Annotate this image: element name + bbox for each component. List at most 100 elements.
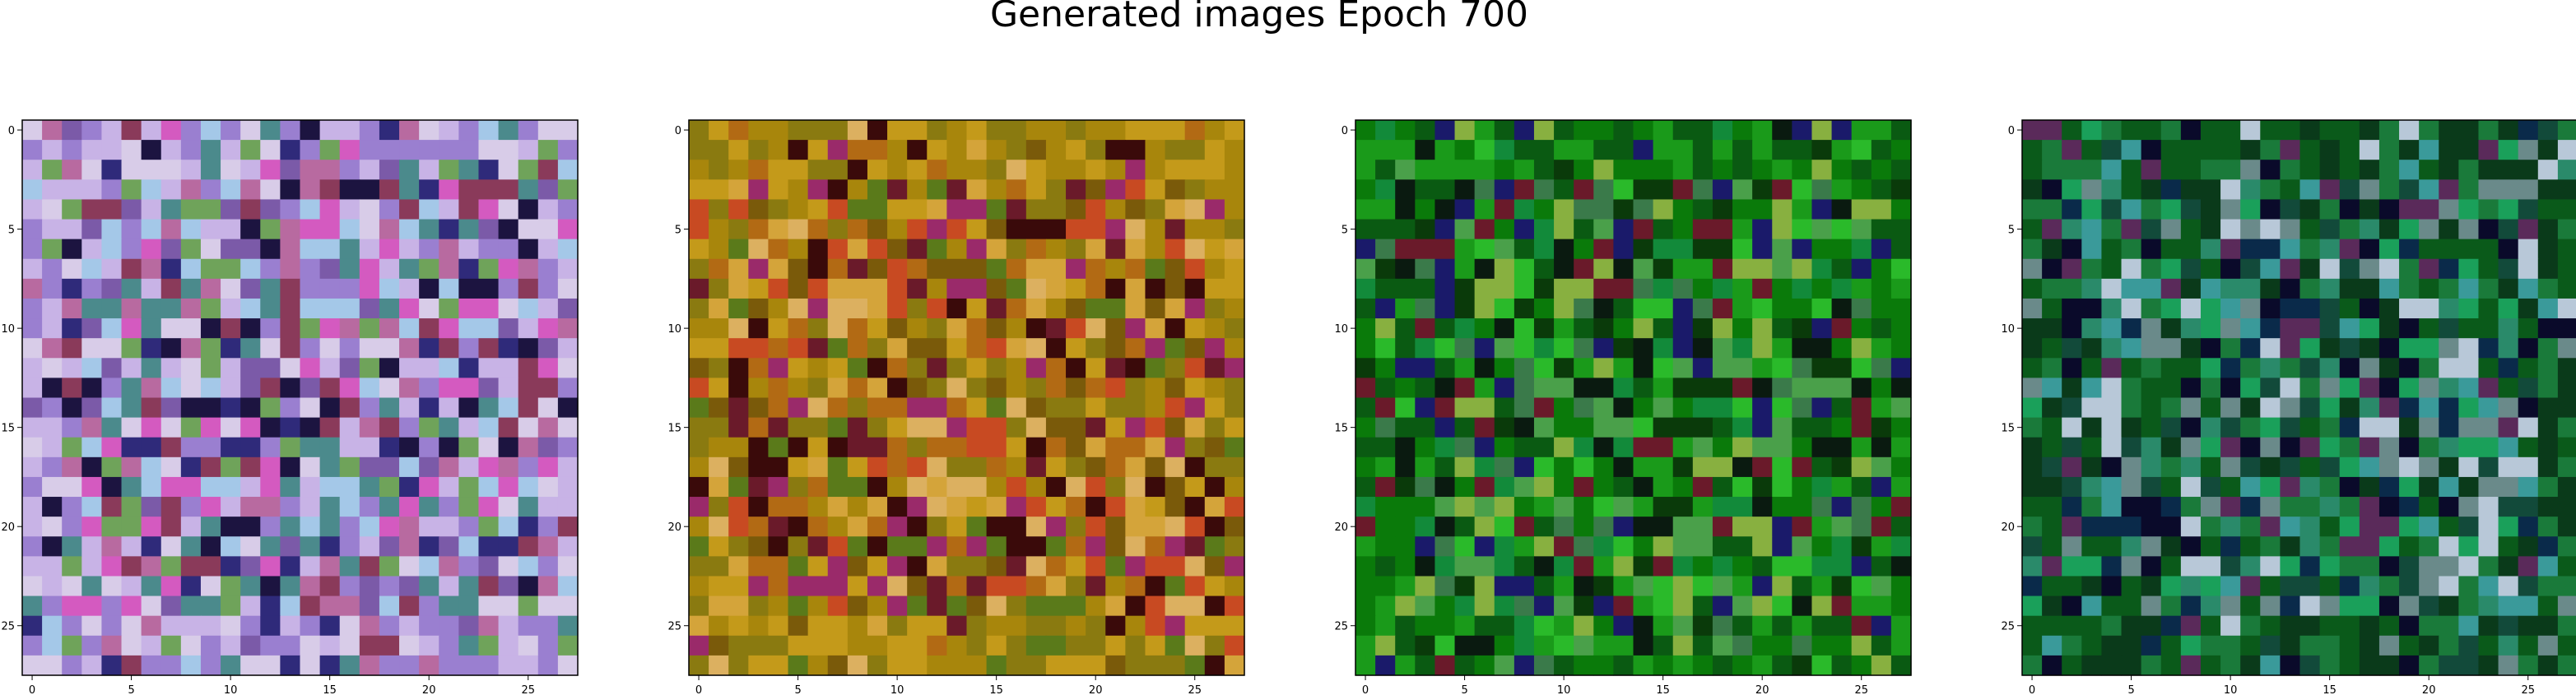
pixel-cell <box>966 556 988 577</box>
pixel-cell <box>180 476 202 498</box>
pixel-cell <box>1752 358 1773 378</box>
pixel-cell <box>2419 497 2439 517</box>
pixel-cell <box>1474 456 1495 478</box>
pixel-cell <box>807 517 829 537</box>
pixel-cell <box>2518 140 2539 160</box>
pixel-cell <box>141 160 162 180</box>
pixel-cell <box>260 417 281 438</box>
pixel-cell <box>2319 556 2341 577</box>
pixel-cell <box>2439 160 2459 180</box>
pixel-cell <box>62 595 82 617</box>
pixel-cell <box>847 278 868 299</box>
pixel-cell <box>1554 476 1574 498</box>
pixel-cell <box>2419 476 2439 498</box>
pixel-cell <box>2141 140 2162 160</box>
pixel-cell <box>339 278 360 299</box>
pixel-cell <box>1006 456 1027 478</box>
pixel-cell <box>1613 358 1634 378</box>
pixel-cell <box>2537 655 2559 676</box>
pixel-cell <box>557 476 579 498</box>
pixel-cell <box>1454 556 1476 577</box>
pixel-cell <box>458 378 480 399</box>
pixel-cell <box>1890 517 1912 537</box>
pixel-cell <box>557 199 579 220</box>
pixel-cell <box>1165 378 1186 399</box>
pixel-cell <box>439 635 459 656</box>
pixel-cell <box>2378 378 2400 399</box>
pixel-cell <box>2042 517 2062 537</box>
pixel-cell <box>946 258 968 280</box>
pixel-cell <box>1851 239 1872 260</box>
pixel-cell <box>1045 635 1067 656</box>
pixel-cell <box>1890 397 1912 419</box>
pixel-cell <box>2537 239 2559 260</box>
pixel-cell <box>1434 120 1456 141</box>
pixel-cell <box>1125 140 1146 160</box>
pixel-cell <box>2399 199 2420 220</box>
pixel-cell <box>1415 278 1436 299</box>
pixel-cell <box>2339 239 2360 260</box>
pixel-cell <box>180 556 202 577</box>
pixel-cell <box>1574 160 1594 180</box>
pixel-cell <box>221 397 241 419</box>
pixel-cell <box>280 417 301 438</box>
pixel-cell <box>748 179 770 201</box>
pixel-cell <box>1395 497 1416 517</box>
pixel-cell <box>2240 576 2261 597</box>
pixel-cell <box>478 258 500 280</box>
pixel-cell <box>1831 160 1853 180</box>
pixel-cell <box>2518 298 2539 319</box>
pixel-cell <box>1086 576 1106 597</box>
pixel-cell <box>1454 417 1476 438</box>
pixel-cell <box>1204 497 1225 517</box>
pixel-cell <box>2280 278 2301 299</box>
pixel-cell <box>1025 160 1047 180</box>
pixel-cell <box>2280 456 2301 478</box>
pixel-cell <box>2180 338 2202 359</box>
pixel-cell <box>2537 378 2559 399</box>
pixel-cell <box>1204 476 1225 498</box>
pixel-cell <box>518 120 539 141</box>
pixel-cell <box>2200 278 2221 299</box>
pixel-cell <box>1574 258 1594 280</box>
pixel-cell <box>458 635 480 656</box>
pixel-cell <box>927 397 947 419</box>
pixel-cell <box>1145 258 1166 280</box>
pixel-cell <box>379 635 400 656</box>
pixel-cell <box>240 318 261 339</box>
pixel-cell <box>689 239 709 260</box>
pixel-cell <box>2101 556 2123 577</box>
pixel-cell <box>557 358 579 378</box>
pixel-cell <box>1105 576 1126 597</box>
pixel-cell <box>280 517 301 537</box>
pixel-cell <box>81 338 103 359</box>
pixel-cell <box>121 358 142 378</box>
pixel-cell <box>2121 397 2142 419</box>
pixel-cell <box>498 595 519 617</box>
pixel-cell <box>2081 576 2103 597</box>
pixel-cell <box>121 140 142 160</box>
pixel-cell <box>1851 298 1872 319</box>
pixel-cell <box>498 476 519 498</box>
pixel-cell <box>160 595 182 617</box>
pixel-cell <box>2557 258 2576 280</box>
pixel-cell <box>2062 258 2082 280</box>
pixel-cell <box>2359 219 2380 240</box>
pixel-cell <box>42 397 63 419</box>
pixel-cell <box>1554 615 1574 637</box>
x-tick-label: 25 <box>1854 684 1868 695</box>
pixel-cell <box>1672 536 1694 557</box>
pixel-cell <box>478 358 500 378</box>
pixel-cell <box>1434 497 1456 517</box>
pixel-cell <box>42 456 63 478</box>
pixel-cell <box>2478 258 2499 280</box>
pixel-cell <box>1086 476 1106 498</box>
pixel-cell <box>1831 179 1853 201</box>
pixel-cell <box>1224 358 1245 378</box>
pixel-cell <box>1125 219 1146 240</box>
pixel-cell <box>42 278 63 299</box>
pixel-cell <box>748 239 770 260</box>
pixel-cell <box>768 536 789 557</box>
y-tick-label: 25 <box>1334 621 1348 633</box>
pixel-cell <box>379 556 400 577</box>
